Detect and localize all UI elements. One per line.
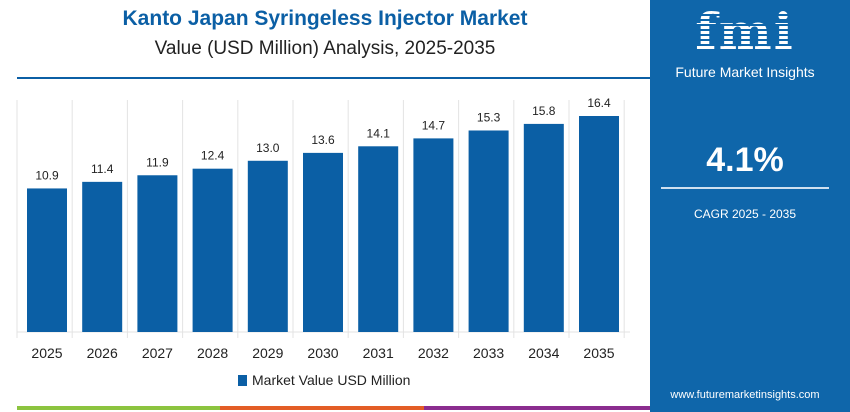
bar-2034 [523,123,564,332]
x-tick-label: 2032 [418,345,449,361]
x-tick-label: 2030 [307,345,338,361]
data-label: 15.3 [477,110,501,124]
cagr-panel: fmi Future Market Insights 4.1% CAGR 202… [650,0,850,412]
bar-2029 [247,160,288,332]
chart-title: Kanto Japan Syringeless Injector Market [122,7,528,30]
bottom-bar-purple [424,406,650,410]
bar-2028 [192,168,233,332]
bar-2033 [468,130,509,332]
data-label: 11.4 [91,162,114,176]
x-tick-label: 2029 [252,345,283,361]
bottom-bar-orange [220,406,424,410]
bar-2035 [579,116,619,332]
x-tick-label: 2031 [363,345,394,361]
data-label: 14.1 [367,126,391,140]
x-tick-label: 2027 [142,345,173,361]
x-tick-label: 2033 [473,345,504,361]
cagr-label: CAGR 2025 - 2035 [693,207,797,221]
cagr-divider [661,187,829,189]
bar-chart: 10.9 2025 11.4 2026 11.9 2027 12.4 2028 13.0 2029… [16,96,630,361]
data-label: 15.8 [532,104,556,118]
data-label: 16.4 [587,96,611,110]
cagr-value: 4.1% [706,141,784,179]
title-divider [17,77,650,79]
bar-2032 [413,138,454,332]
legend: Market Value USD Million [238,372,410,389]
bottom-bar-green [17,406,220,410]
data-label: 14.7 [422,118,446,132]
bar-2030 [303,152,343,332]
data-label: 13.6 [311,133,335,147]
bar-2025 [27,188,67,332]
x-tick-label: 2025 [31,345,62,361]
legend-label: Market Value USD Million [252,372,411,388]
bar-2026 [82,181,123,332]
data-label: 13.0 [256,141,280,155]
bar-2027 [137,175,178,332]
x-tick-label: 2035 [583,345,614,361]
website-link[interactable]: www.futuremarketinsights.com [670,389,820,401]
x-tick-label: 2034 [528,345,559,361]
data-label: 11.9 [146,155,169,169]
x-tick-label: 2026 [87,345,118,361]
fmi-logo: fmi [650,6,840,58]
legend-swatch [238,374,247,386]
chart-subtitle: Value (USD Million) Analysis, 2025-2035 [154,38,496,59]
bar-2031 [358,146,399,332]
data-label: 12.4 [201,149,225,163]
x-tick-label: 2028 [197,345,228,361]
data-label: 10.9 [35,168,59,182]
logo-text: Future Market Insights [675,64,815,80]
